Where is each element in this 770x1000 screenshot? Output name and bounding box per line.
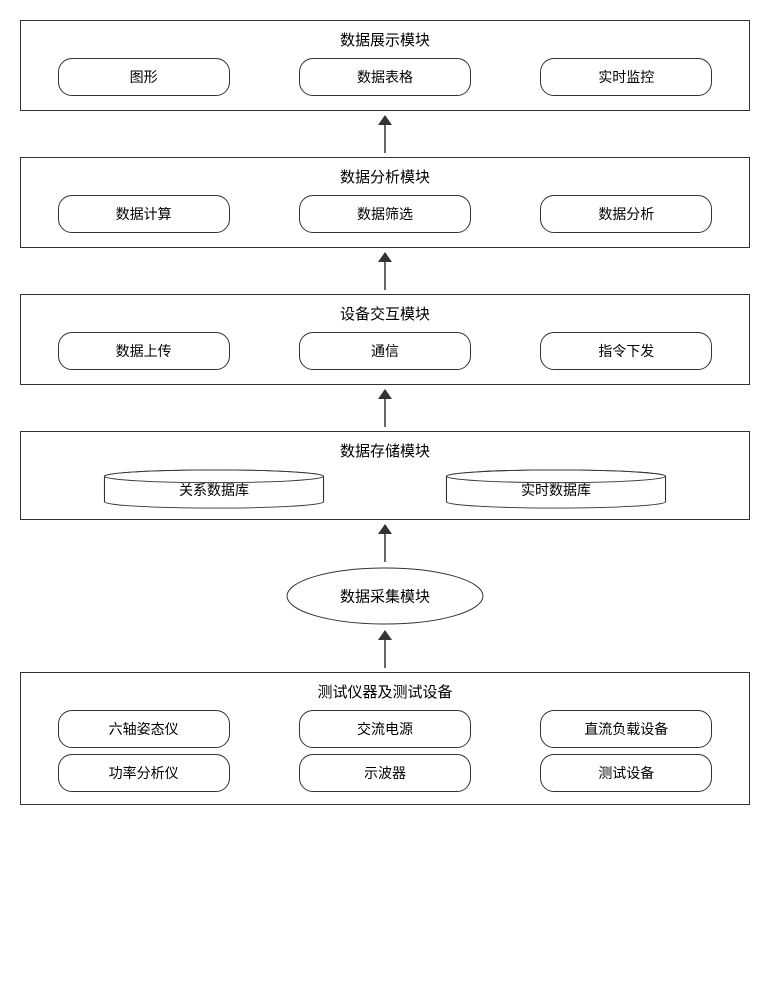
module-analysis-row: 数据计算 数据筛选 数据分析 [33,195,737,233]
arrow-up-icon [374,115,396,153]
pill-realtime-monitor: 实时监控 [540,58,712,96]
module-equipment-row2: 功率分析仪 示波器 测试设备 [33,754,737,792]
module-display: 数据展示模块 图形 数据表格 实时监控 [20,20,750,111]
cylinder-relational-db-label: 关系数据库 [179,480,249,500]
module-display-title: 数据展示模块 [33,29,737,50]
pill-six-axis: 六轴姿态仪 [58,710,230,748]
arrow-up-icon [374,252,396,290]
pill-dc-load: 直流负载设备 [540,710,712,748]
pill-oscilloscope: 示波器 [299,754,471,792]
pill-command-send: 指令下发 [540,332,712,370]
pill-data-filter: 数据筛选 [299,195,471,233]
arrow-up-icon [374,524,396,562]
pill-data-table: 数据表格 [299,58,471,96]
pill-data-upload: 数据上传 [58,332,230,370]
pill-data-analyze: 数据分析 [540,195,712,233]
module-interaction: 设备交互模块 数据上传 通信 指令下发 [20,294,750,385]
pill-graphics: 图形 [58,58,230,96]
module-interaction-row: 数据上传 通信 指令下发 [33,332,737,370]
cylinder-realtime-db-label: 实时数据库 [521,480,591,500]
pill-data-calc: 数据计算 [58,195,230,233]
module-collection: 数据采集模块 [285,566,485,626]
module-analysis-title: 数据分析模块 [33,166,737,187]
pill-ac-power: 交流电源 [299,710,471,748]
module-collection-title: 数据采集模块 [340,586,430,607]
module-storage-row: 关系数据库 实时数据库 [33,469,737,509]
module-equipment-row1: 六轴姿态仪 交流电源 直流负载设备 [33,710,737,748]
module-display-row: 图形 数据表格 实时监控 [33,58,737,96]
arrow-up-icon [374,630,396,668]
module-equipment: 测试仪器及测试设备 六轴姿态仪 交流电源 直流负载设备 功率分析仪 示波器 测试… [20,672,750,805]
module-analysis: 数据分析模块 数据计算 数据筛选 数据分析 [20,157,750,248]
pill-communication: 通信 [299,332,471,370]
cylinder-realtime-db: 实时数据库 [441,469,671,509]
pill-test-equipment: 测试设备 [540,754,712,792]
module-storage-title: 数据存储模块 [33,440,737,461]
module-storage: 数据存储模块 关系数据库 实时数据库 [20,431,750,520]
cylinder-relational-db: 关系数据库 [99,469,329,509]
pill-power-analyzer: 功率分析仪 [58,754,230,792]
arrow-up-icon [374,389,396,427]
module-equipment-title: 测试仪器及测试设备 [33,681,737,702]
module-interaction-title: 设备交互模块 [33,303,737,324]
